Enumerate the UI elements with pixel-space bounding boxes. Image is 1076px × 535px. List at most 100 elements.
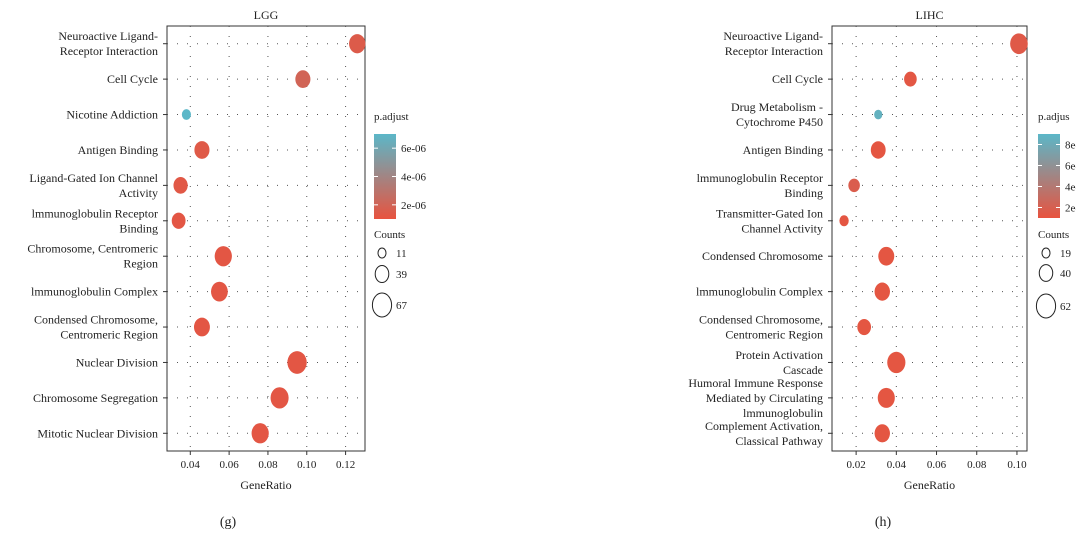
size-legend-circle	[1038, 264, 1054, 282]
data-point	[848, 178, 860, 193]
data-point	[214, 246, 232, 267]
y-category-label: Binding	[784, 186, 823, 200]
y-category-label: Cell Cycle	[107, 72, 158, 86]
size-legend-title: Counts	[1038, 229, 1069, 241]
data-point	[874, 424, 890, 443]
y-category-label: Antigen Binding	[78, 143, 158, 157]
y-category-label: Mitotic Nuclear Division	[37, 426, 158, 440]
x-axis-label: GeneRatio	[904, 478, 955, 492]
size-legend-label: 19	[1060, 248, 1072, 260]
data-point	[1010, 33, 1028, 55]
y-category-label: Ligand-Gated Ion Channel	[29, 171, 158, 185]
y-category-label: Binding	[119, 221, 158, 235]
x-tick-label: 0.10	[297, 459, 317, 471]
y-category-label: Nicotine Addiction	[66, 108, 158, 122]
color-bar-label: 8e-	[1065, 140, 1076, 152]
chart-title: LGG	[254, 8, 279, 22]
y-category-label: Humoral Immune Response	[688, 376, 823, 390]
x-tick-label: 0.06	[927, 459, 947, 471]
data-point	[904, 71, 917, 87]
size-legend-label: 67	[396, 300, 408, 312]
chart-panel-lihc: LIHC 0.02 0.04 0.06 0.08 0.10 GeneRatio Neuroac…	[688, 8, 1076, 530]
color-bar-label: 4e-06	[401, 172, 427, 184]
size-legend-label: 40	[1060, 268, 1072, 280]
y-category-label: Chromosome Segregation	[33, 391, 158, 405]
data-point	[171, 212, 186, 229]
x-tick-label: 0.04	[181, 459, 201, 471]
data-point	[194, 141, 210, 159]
y-category-label: Condensed Chromosome,	[699, 313, 823, 327]
y-category-label: Cell Cycle	[772, 72, 823, 86]
x-tick-label: 0.08	[967, 459, 987, 471]
x-tick-label: 0.10	[1007, 459, 1027, 471]
x-tick-label: 0.04	[887, 459, 907, 471]
y-category-label: lmmunoglobulin	[743, 406, 823, 420]
data-point	[211, 281, 228, 302]
y-category-label: Cytochrome P450	[736, 115, 823, 129]
y-category-label: Nuclear Division	[76, 355, 158, 369]
y-category-label: lmmunoglobulin Receptor	[697, 171, 823, 185]
y-category-label: Channel Activity	[741, 221, 823, 235]
x-axis-label: GeneRatio	[240, 478, 291, 492]
data-point	[877, 387, 895, 408]
size-legend-title: Counts	[374, 229, 405, 241]
y-category-label: Centromeric Region	[60, 328, 158, 342]
size-legend-circle	[371, 292, 393, 318]
x-tick-label: 0.02	[846, 459, 865, 471]
y-category-label: Cascade	[783, 363, 823, 377]
y-category-label: Mediated by Circulating	[706, 391, 823, 405]
color-bar-label: 6e-06	[401, 143, 427, 155]
color-legend-title: p.adjust	[374, 111, 409, 123]
color-bar-label: 2e-	[1065, 203, 1076, 215]
data-point	[287, 351, 307, 374]
size-legend-label: 11	[396, 248, 407, 260]
size-legend-label: 62	[1060, 301, 1071, 313]
y-category-label: Region	[123, 257, 158, 271]
panel-label: (h)	[875, 515, 892, 530]
y-category-label: Condensed Chromosome,	[34, 313, 158, 327]
y-category-label: Transmitter-Gated Ion	[716, 206, 823, 220]
size-legend-circle	[377, 247, 387, 259]
size-legend-circle	[1041, 247, 1051, 259]
data-point	[173, 177, 188, 194]
y-category-label: Neuroactive Ligand-	[58, 29, 158, 43]
y-category-label: Activity	[119, 186, 158, 200]
color-bar	[1038, 134, 1060, 218]
color-bar-label: 2e-06	[401, 200, 427, 212]
size-legend-circle	[374, 265, 390, 283]
y-category-label: Receptor Interaction	[60, 44, 158, 58]
y-category-label: lmmunoglobulin Complex	[696, 285, 823, 299]
y-category-label: Condensed Chromosome	[702, 249, 823, 263]
color-bar-label: 4e-	[1065, 182, 1076, 194]
data-point	[874, 282, 890, 301]
data-point	[887, 351, 906, 374]
y-category-label: Neuroactive Ligand-	[723, 29, 823, 43]
panel-label: (g)	[220, 515, 237, 530]
color-bar-label: 6e-	[1065, 161, 1076, 173]
y-category-label: Protein Activation	[735, 348, 823, 362]
x-tick-label: 0.12	[336, 459, 355, 471]
data-point	[181, 109, 191, 120]
y-category-label: lmmunoglobulin Complex	[31, 285, 158, 299]
plot-border	[831, 25, 1028, 452]
plot-border	[166, 25, 366, 452]
data-point	[270, 387, 289, 409]
x-tick-label: 0.06	[219, 459, 239, 471]
chart-title: LIHC	[916, 8, 944, 22]
data-point	[839, 215, 849, 227]
data-point	[349, 34, 366, 54]
y-category-label: Chromosome, Centromeric	[27, 242, 158, 256]
y-category-label: Antigen Binding	[743, 143, 823, 157]
data-point	[295, 70, 311, 88]
data-point	[251, 423, 269, 444]
color-bar	[374, 134, 396, 219]
y-category-label: Drug Metabolism -	[731, 100, 823, 114]
data-point	[193, 317, 210, 337]
y-category-label: lmmunoglobulin Receptor	[32, 206, 158, 220]
y-category-label: Complement Activation,	[705, 419, 823, 433]
chart-panel-lgg: LGG 0.04 0.06 0.08 0.10 0.12 GeneRatio Neuroact…	[27, 8, 426, 530]
data-point	[878, 246, 895, 266]
size-legend-circle	[1035, 293, 1057, 319]
x-tick-label: 0.08	[258, 459, 278, 471]
